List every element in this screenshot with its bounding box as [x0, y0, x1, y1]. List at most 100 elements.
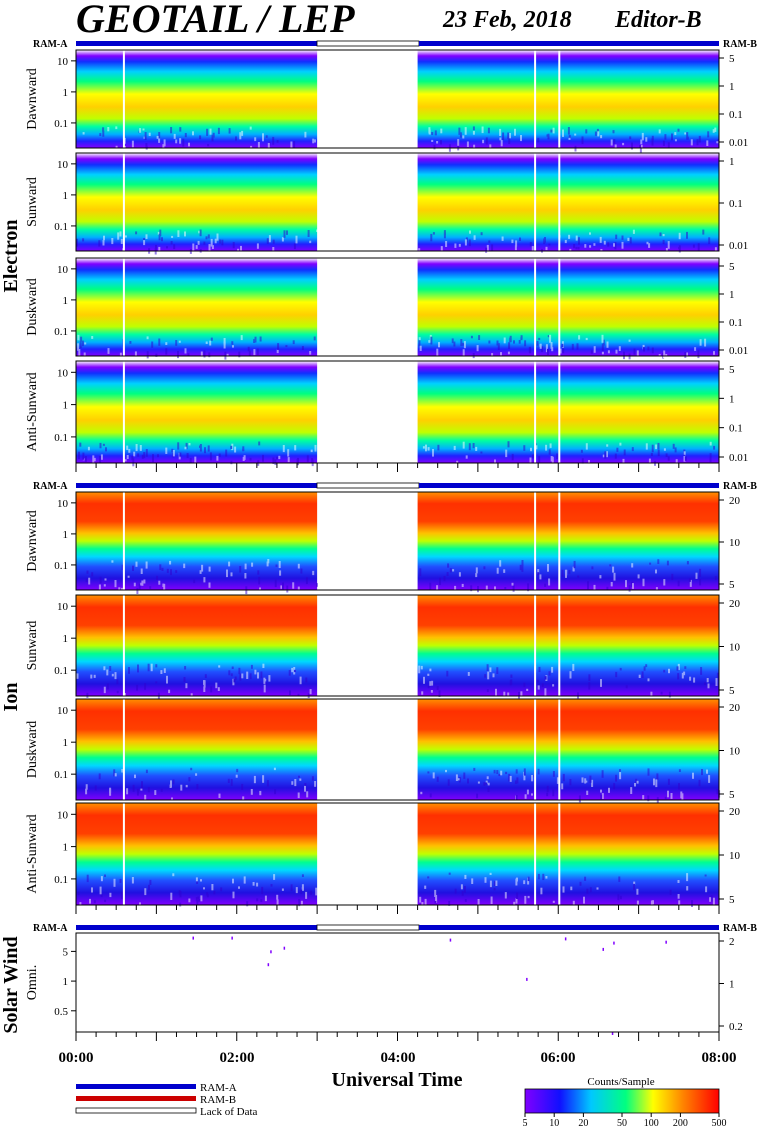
- data-dropout-line: [122, 258, 125, 356]
- solar-wind-point: [283, 946, 286, 950]
- data-dropout-line: [122, 803, 125, 905]
- solar-wind-point: [192, 936, 194, 940]
- colorbar-tick-label: 500: [712, 1118, 727, 1128]
- legend-ram-a-label: RAM-A: [200, 1082, 237, 1094]
- data-dropout-line: [534, 153, 537, 251]
- y-tick-label-right: 5: [729, 789, 735, 801]
- data-dropout-line: [558, 699, 561, 800]
- y-tick-label-right: 20: [729, 806, 741, 818]
- panel-name-label: Anti-Sunward: [25, 814, 40, 893]
- colorbar-tick-label: 200: [673, 1118, 688, 1128]
- y-tick-label-right: 10: [729, 746, 741, 758]
- solar-wind-point: [267, 963, 270, 967]
- y-tick-label-right: 20: [729, 495, 741, 507]
- panel-electron-sunward: 10 1 0.1 1 0.1 0.01 Sunward: [25, 152, 748, 255]
- spectrogram-texture: [77, 334, 715, 361]
- time-tick-label: 00:00: [59, 1050, 94, 1066]
- spectrogram-panels: 10 1 0.1 5 1 0.1 0.01 Dawnward 10 1 0.1 1 0.1 0.01 Sun…: [25, 49, 748, 1041]
- colorbar-tick-label: 50: [617, 1118, 627, 1128]
- y-tick-label-left: 1: [63, 400, 69, 412]
- panel-ion-sunward: 10 1 0.1 20 10 5 Sunward: [25, 594, 741, 701]
- data-dropout-line: [558, 258, 561, 356]
- y-tick-label-right: 1: [729, 979, 735, 991]
- solar-wind-point: [231, 936, 233, 940]
- legend: RAM-A RAM-B Lack of Data: [75, 1082, 258, 1118]
- time-axis: 00:00 02:00 04:00 06:00 08:00: [59, 1050, 737, 1066]
- panel-ion-anti-sunward: 10 1 0.1 20 10 5 Anti-Sunward: [25, 802, 741, 914]
- y-tick-label-right: 0.1: [729, 317, 743, 329]
- colorbar-gradient: [524, 1088, 720, 1114]
- y-tick-label-left: 1: [63, 633, 69, 645]
- data-dropout-line: [534, 492, 537, 590]
- data-dropout-line: [122, 361, 125, 463]
- data-dropout-line: [534, 361, 537, 463]
- spectrogram-segment-ram-a: [76, 153, 318, 251]
- spectrogram-segment-ram-b: [417, 361, 719, 463]
- colorbar-tick-label: 5: [523, 1118, 528, 1128]
- spectrogram-texture: [76, 663, 719, 701]
- data-dropout-line: [534, 803, 537, 905]
- data-dropout-line: [558, 492, 561, 590]
- panel-frame: [75, 698, 720, 801]
- panel-frame: [75, 594, 720, 697]
- lack-of-data-bar: [316, 40, 420, 47]
- solar-wind-point: [665, 940, 667, 944]
- y-tick-label-right: 1: [729, 393, 735, 405]
- y-tick-label-left: 0.1: [54, 874, 68, 886]
- date-label: 23 Feb, 2018: [442, 7, 572, 33]
- y-tick-label-right: 0.01: [729, 452, 748, 464]
- ram-a-bar: [76, 925, 317, 930]
- y-tick-label-right: 0.01: [729, 345, 748, 357]
- panel-frame: [75, 49, 720, 149]
- colorbar-tick-label: 10: [549, 1118, 559, 1128]
- y-tick-label-left: 1: [63, 976, 69, 988]
- panel-ion-dawnward: 10 1 0.1 20 10 5 Dawnward: [25, 491, 741, 595]
- data-dropout-line: [122, 492, 125, 590]
- panel-name-label: Omni.: [25, 965, 40, 1000]
- ram-a-label: RAM-A: [33, 481, 68, 492]
- time-tick-label: 02:00: [220, 1050, 255, 1066]
- solar-wind-point: [526, 977, 528, 981]
- y-tick-label-left: 1: [63, 295, 69, 307]
- data-dropout-line: [122, 595, 125, 696]
- y-tick-label-left: 10: [57, 159, 69, 171]
- y-tick-label-right: 10: [729, 537, 741, 549]
- y-tick-label-right: 5: [729, 53, 735, 65]
- data-dropout-line: [122, 50, 125, 148]
- y-tick-label-right: 20: [729, 702, 741, 714]
- data-dropout-line: [122, 699, 125, 800]
- y-tick-label-right: 10: [729, 850, 741, 862]
- data-dropout-line: [558, 803, 561, 905]
- spectrogram-segment-ram-b: [417, 595, 719, 696]
- spectrogram-segment-ram-a: [76, 50, 318, 148]
- spectrogram-segment-ram-b: [417, 803, 719, 905]
- ram-b-bar: [419, 925, 719, 930]
- ram-b-bar: [419, 41, 719, 46]
- y-tick-label-left: 10: [57, 601, 69, 613]
- spectrogram-segment-ram-a: [76, 699, 318, 800]
- y-tick-label-left: 5: [63, 946, 69, 958]
- solar-wind-point: [564, 937, 567, 941]
- editor-label: Editor-B: [614, 7, 702, 33]
- y-tick-label-left: 0.1: [54, 769, 68, 781]
- spectrogram-texture: [78, 441, 716, 467]
- panel-name-label: Duskward: [25, 278, 40, 336]
- ram-a-label: RAM-A: [33, 39, 68, 50]
- y-tick-label-right: 0.1: [729, 109, 743, 121]
- y-tick-label-right: 0.1: [729, 423, 743, 435]
- y-tick-label-left: 0.1: [54, 118, 68, 130]
- data-dropout-line: [534, 595, 537, 696]
- panel-frame: [75, 491, 720, 591]
- spectrogram-segment-ram-a: [76, 361, 318, 463]
- ram-bar-solar-wind: RAM-A RAM-B: [33, 923, 757, 934]
- y-tick-label-right: 5: [729, 685, 735, 697]
- panel-electron-anti-sunward: 10 1 0.1 5 1 0.1 0.01 Anti-Sunward: [25, 360, 748, 472]
- solar-wind-point: [602, 947, 604, 951]
- solar-wind-point: [270, 950, 272, 954]
- spectrogram-segment-ram-a: [76, 595, 318, 696]
- ram-a-label: RAM-A: [33, 923, 68, 934]
- panel-name-label: Dawnward: [25, 68, 40, 129]
- y-tick-label-right: 1: [729, 156, 735, 168]
- ram-a-bar: [76, 483, 317, 488]
- x-axis-title: Universal Time: [332, 1069, 463, 1091]
